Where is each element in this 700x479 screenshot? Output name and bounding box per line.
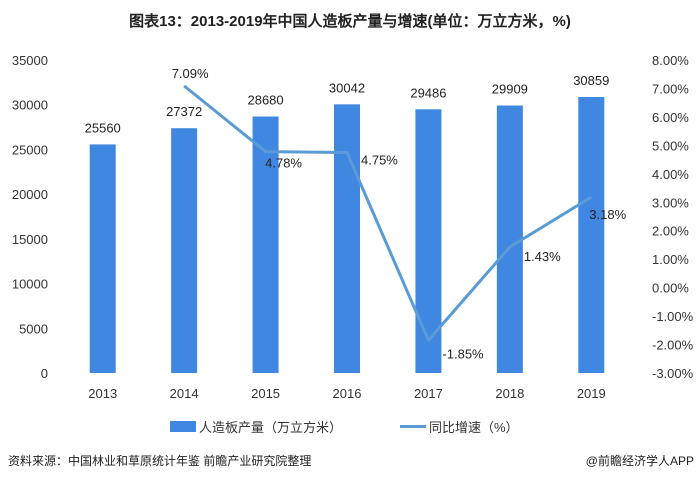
right-axis-tick: 7.00%	[652, 81, 689, 96]
bar-value-label: 27372	[166, 104, 202, 119]
legend-line-swatch	[400, 425, 426, 428]
source-note: 资料来源：中国林业和草原统计年鉴 前瞻产业研究院整理	[8, 454, 312, 468]
left-axis-tick: 35000	[12, 53, 48, 68]
legend-bar: 人造板产量（万立方米）	[170, 417, 342, 436]
x-axis-tick: 2018	[495, 386, 524, 401]
x-axis-tick: 2015	[251, 386, 280, 401]
left-axis-tick: 10000	[12, 277, 48, 292]
right-axis-tick: 5.00%	[652, 138, 689, 153]
legend-bar-label: 人造板产量（万立方米）	[199, 420, 343, 435]
legend-bar-swatch	[170, 421, 196, 432]
legend-line-label: 同比增速（%）	[429, 420, 519, 435]
left-axis-tick: 25000	[12, 142, 48, 157]
bar	[496, 105, 523, 374]
line-value-label: 7.09%	[172, 66, 209, 81]
growth-line	[183, 84, 593, 342]
bar	[89, 144, 116, 373]
x-axis-tick: 2017	[414, 386, 443, 401]
chart-title: 图表13：2013-2019年中国人造板产量与增速(单位：万立方米，%)	[129, 13, 571, 30]
left-axis-tick: 20000	[12, 187, 48, 202]
line-value-label: 4.78%	[265, 156, 302, 171]
left-axis-tick: 30000	[12, 98, 48, 113]
x-axis-tick: 2019	[577, 386, 606, 401]
right-axis-tick: 8.00%	[652, 53, 689, 68]
bar	[334, 104, 360, 373]
legend-line: 同比增速（%）	[400, 417, 519, 436]
right-axis-tick: 1.00%	[652, 252, 689, 267]
bar-value-label: 29909	[492, 82, 528, 97]
right-axis-tick: -3.00%	[652, 366, 694, 381]
left-axis-tick: 5000	[19, 321, 48, 336]
bar	[415, 109, 442, 373]
bar-value-label: 30042	[329, 80, 365, 95]
bar-value-label: 30859	[573, 73, 609, 88]
credit-note: @前瞻经济学人APP	[585, 454, 694, 468]
right-axis-tick: 4.00%	[652, 167, 689, 182]
x-axis-tick: 2016	[333, 386, 362, 401]
right-axis-tick: -1.00%	[652, 309, 694, 324]
x-axis-tick: 2014	[170, 386, 199, 401]
bar	[171, 128, 198, 373]
line-value-label: 1.43%	[524, 249, 561, 264]
right-axis-tick: 3.00%	[652, 195, 689, 210]
bar-value-label: 28680	[247, 93, 283, 108]
right-axis-tick: 2.00%	[652, 224, 689, 239]
bar-value-label: 25560	[85, 120, 121, 135]
line-value-label: 3.18%	[589, 207, 626, 222]
bar	[578, 97, 605, 373]
bar-value-label: 29486	[410, 85, 446, 100]
line-value-label: 4.75%	[361, 152, 398, 167]
x-axis-tick: 2013	[88, 386, 117, 401]
right-axis-tick: 0.00%	[652, 281, 689, 296]
left-axis-tick: 0	[41, 366, 48, 381]
bar	[252, 116, 279, 373]
right-axis-tick: 6.00%	[652, 110, 689, 125]
left-axis-tick: 15000	[12, 232, 48, 247]
line-value-label: -1.85%	[442, 346, 484, 361]
right-axis-tick: -2.00%	[652, 338, 694, 353]
